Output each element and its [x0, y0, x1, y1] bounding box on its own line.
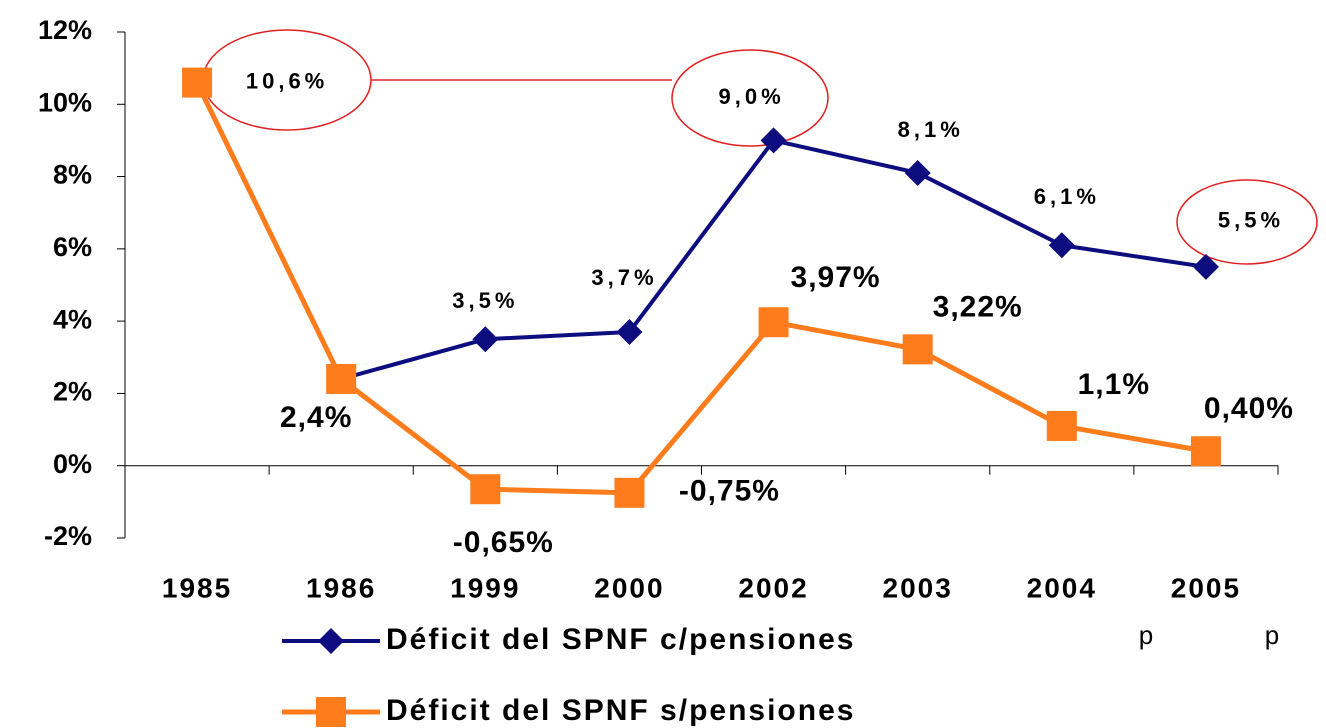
x-tick-label: 2004: [1027, 572, 1097, 603]
square-marker: [758, 307, 789, 338]
square-marker: [470, 474, 501, 505]
diamond-marker: [1192, 253, 1219, 280]
x-tick-label: 2003: [883, 572, 953, 603]
highlight-circle: [671, 49, 829, 147]
diamond-marker: [472, 326, 499, 353]
square-marker: [1046, 410, 1077, 441]
diamond-marker: [1048, 232, 1075, 259]
series-line: [194, 81, 1207, 496]
square-marker: [326, 363, 357, 394]
highlight-circle: [1176, 179, 1318, 265]
data-label: 9,0%: [718, 84, 784, 109]
series-line: [195, 81, 1207, 381]
y-tick-label: 8%: [53, 160, 92, 190]
data-label: 5,5%: [1218, 208, 1284, 233]
x-tick-label: 2005: [1171, 572, 1241, 603]
data-label: -0,75%: [679, 475, 780, 508]
legend-label: Déficit del SPNF s/pensiones: [386, 694, 855, 727]
y-tick-label: 10%: [38, 87, 92, 117]
y-tick-label: 12%: [38, 15, 92, 45]
y-tick-label: 0%: [53, 449, 92, 479]
x-tick-label: 1999: [450, 572, 520, 603]
y-tick-label: 6%: [53, 232, 92, 262]
data-label: 10,6%: [246, 68, 328, 93]
data-label: 2,4%: [280, 401, 352, 434]
legend-square: [316, 697, 346, 727]
x-tick-label: 1985: [162, 572, 232, 603]
data-label: 3,22%: [933, 290, 1023, 323]
annotation: p: [1139, 620, 1153, 650]
data-label: 6,1%: [1034, 184, 1100, 209]
data-label: 0,40%: [1204, 392, 1294, 425]
data-label: 8,1%: [898, 117, 964, 142]
y-tick-label: 2%: [53, 377, 92, 407]
diamond-marker: [904, 159, 931, 186]
data-label: 3,7%: [591, 265, 657, 290]
legend-diamond: [318, 628, 344, 654]
x-tick-label: 2002: [738, 572, 808, 603]
x-tick-label: 1986: [306, 572, 376, 603]
legend-label: Déficit del SPNF c/pensiones: [386, 623, 855, 656]
data-label: 3,97%: [791, 261, 881, 294]
square-marker: [614, 477, 645, 508]
data-label: 3,5%: [452, 288, 518, 313]
diamond-marker: [616, 318, 643, 345]
y-tick-label: 4%: [53, 304, 92, 334]
annotation: p: [1265, 620, 1279, 650]
square-marker: [1190, 436, 1221, 467]
data-label: 1,1%: [1078, 368, 1150, 401]
diamond-marker: [760, 127, 787, 154]
x-tick-label: 2000: [594, 572, 664, 603]
square-marker: [902, 334, 933, 365]
square-marker: [182, 67, 213, 98]
data-label: -0,65%: [453, 526, 554, 559]
y-tick-label: -2%: [44, 521, 92, 551]
